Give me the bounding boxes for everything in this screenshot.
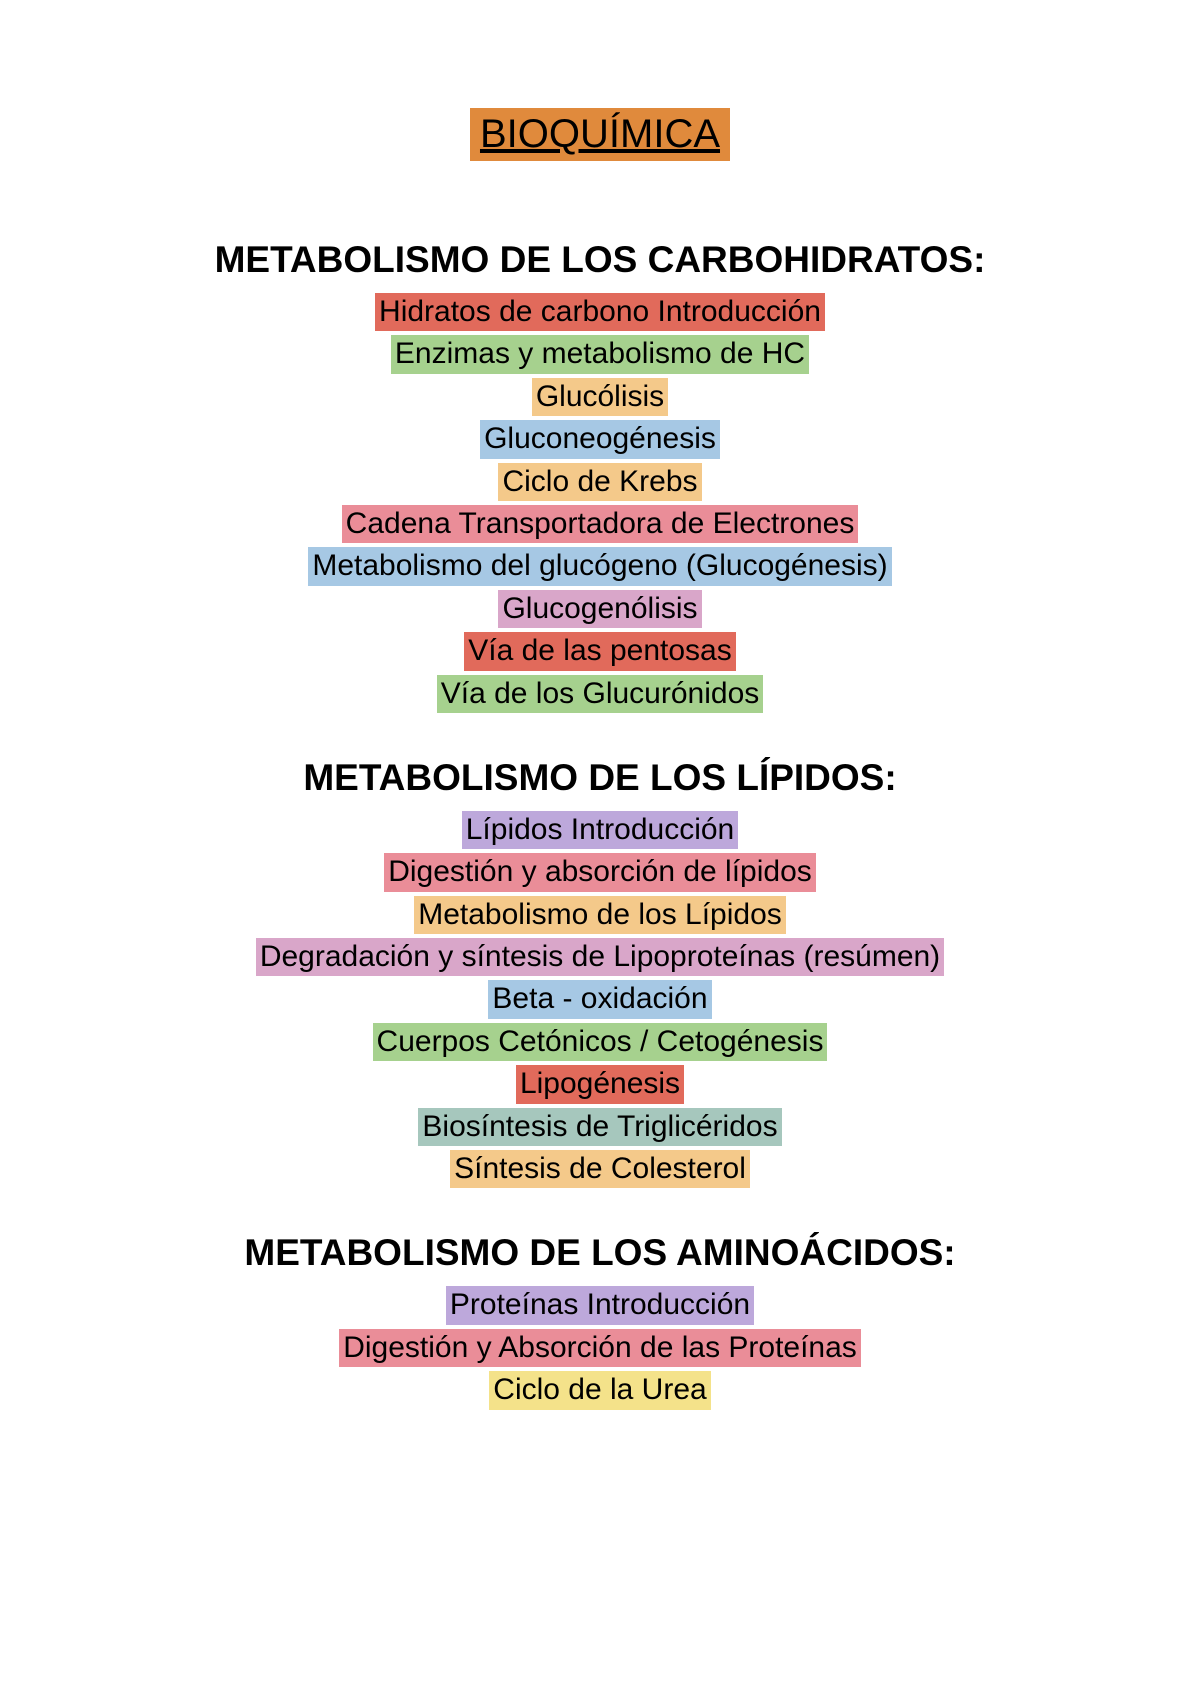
topic-item: Lípidos Introducción [462,811,739,849]
sections-container: METABOLISMO DE LOS CARBOHIDRATOS: Hidrato… [0,239,1200,1410]
topic-list: Lípidos Introducción Digestión y absorció… [0,811,1200,1189]
page-title-container: BIOQUÍMICA [0,108,1200,161]
topic-item: Digestión y Absorción de las Proteínas [339,1329,861,1367]
section-heading: METABOLISMO DE LOS AMINOÁCIDOS: [0,1232,1200,1274]
topic-list: Proteínas Introducción Digestión y Absorc… [0,1286,1200,1409]
topic-item: Lipogénesis [516,1065,684,1103]
topic-item: Hidratos de carbono Introducción [375,293,825,331]
topic-item: Enzimas y metabolismo de HC [391,335,809,373]
section: METABOLISMO DE LOS CARBOHIDRATOS: Hidrato… [0,239,1200,713]
section-heading: METABOLISMO DE LOS LÍPIDOS: [0,757,1200,799]
topic-item: Síntesis de Colesterol [450,1150,750,1188]
section: METABOLISMO DE LOS LÍPIDOS: Lípidos Intro… [0,757,1200,1189]
topic-item: Glucogenólisis [498,590,701,628]
topic-item: Ciclo de la Urea [489,1371,710,1409]
page-title: BIOQUÍMICA [470,108,730,161]
topic-item: Degradación y síntesis de Lipoproteínas … [256,938,944,976]
topic-item: Beta - oxidación [488,980,711,1018]
section: METABOLISMO DE LOS AMINOÁCIDOS: Proteínas… [0,1232,1200,1409]
topic-item: Metabolismo del glucógeno (Glucogénesis) [308,547,891,585]
section-heading: METABOLISMO DE LOS CARBOHIDRATOS: [0,239,1200,281]
topic-item: Proteínas Introducción [446,1286,754,1324]
topic-list: Hidratos de carbono Introducción Enzimas … [0,293,1200,713]
topic-item: Digestión y absorción de lípidos [384,853,816,891]
topic-item: Cadena Transportadora de Electrones [342,505,859,543]
topic-item: Vía de las pentosas [464,632,736,670]
topic-item: Metabolismo de los Lípidos [414,896,786,934]
topic-item: Vía de los Glucurónidos [437,675,764,713]
topic-item: Glucólisis [532,378,668,416]
topic-item: Cuerpos Cetónicos / Cetogénesis [373,1023,828,1061]
topic-item: Biosíntesis de Triglicéridos [418,1108,781,1146]
topic-item: Gluconeogénesis [480,420,720,458]
topic-item: Ciclo de Krebs [498,463,701,501]
